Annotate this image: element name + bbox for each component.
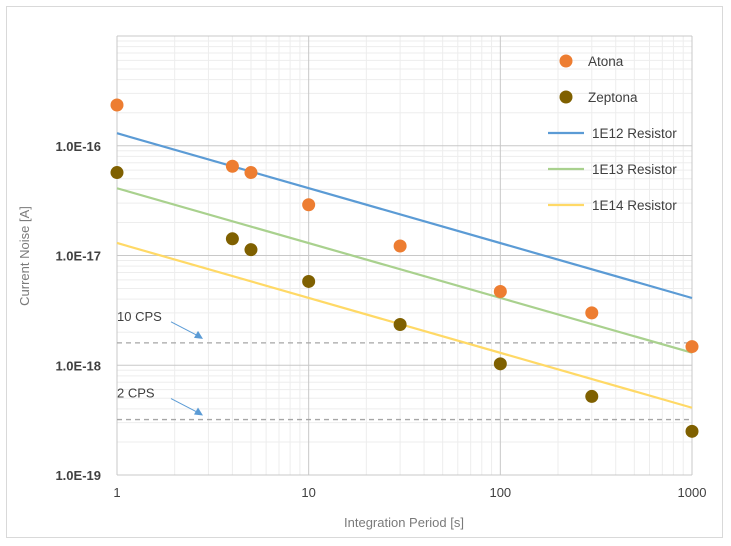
zeptona-point [225,232,239,246]
zeptona-point [244,243,258,257]
atona-point [302,198,316,212]
x-tick-labels: 1 10 100 1000 [113,485,706,500]
legend-label: 1E14 Resistor [592,198,677,213]
x-axis-title: Integration Period [s] [344,515,464,530]
x-tick-label: 1 [113,485,120,500]
cps-label: 10 CPS [117,309,162,324]
atona-point [244,166,258,180]
atona-point [585,306,599,320]
legend-label: Zeptona [588,90,638,105]
legend-label: 1E13 Resistor [592,162,677,177]
cps-arrow-head [194,330,203,339]
resistor-line [116,132,693,300]
reference-lines: 10 CPS 2 CPS [117,309,692,421]
y-tick-label: 1.0E-16 [55,139,101,154]
x-tick-label: 100 [489,485,511,500]
y-axis-title: Current Noise [A] [17,206,32,306]
legend-marker [559,54,573,68]
atona-point [110,98,124,112]
resistor-line [116,187,693,354]
cps-arrow-shaft [170,398,199,414]
data-points [110,98,699,438]
zeptona-point [685,424,699,438]
legend: Atona Zeptona 1E12 Resistor 1E13 Resistor 1E… [548,54,677,213]
zeptona-point [393,318,407,332]
cps-label: 2 CPS [117,386,155,401]
atona-point [685,340,699,354]
zeptona-point [302,274,316,288]
atona-point [393,239,407,253]
y-tick-label: 1.0E-18 [55,358,101,373]
atona-point [493,284,507,298]
zeptona-point [110,166,124,180]
atona-point [225,159,239,173]
legend-label: 1E12 Resistor [592,126,677,141]
zeptona-point [585,389,599,403]
zeptona-point [493,357,507,371]
legend-label: Atona [588,54,624,69]
cps-arrow-head [194,407,203,416]
x-tick-label: 10 [301,485,315,500]
cps-arrow-shaft [170,321,199,337]
y-tick-label: 1.0E-17 [55,249,101,264]
x-tick-label: 1000 [678,485,707,500]
legend-marker [559,90,573,104]
y-tick-labels: 1.0E-19 1.0E-18 1.0E-17 1.0E-16 [55,139,101,483]
y-tick-label: 1.0E-19 [55,468,101,483]
grid [116,35,693,476]
